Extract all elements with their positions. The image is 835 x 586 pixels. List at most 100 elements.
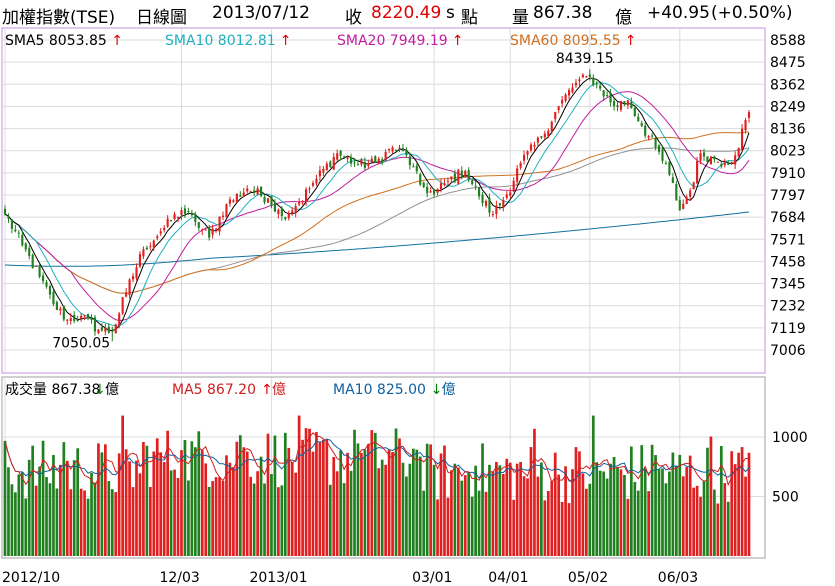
unit-s: s xyxy=(446,3,455,23)
candle-body xyxy=(516,168,519,182)
candle-body xyxy=(107,326,110,333)
volume-bar xyxy=(418,456,422,556)
volume-bar xyxy=(650,444,654,556)
volume-bar xyxy=(602,471,606,556)
candle-body xyxy=(457,169,460,184)
volume-bar xyxy=(543,500,547,556)
candle-body xyxy=(381,159,384,163)
candle-body xyxy=(204,229,207,231)
volume-bar xyxy=(422,490,426,556)
high-annotation: 8439.15 xyxy=(556,51,614,67)
candle-body xyxy=(31,254,34,269)
volume-bar xyxy=(315,432,318,556)
sma60-line xyxy=(4,131,750,294)
candle-body xyxy=(311,182,315,186)
volume-bar xyxy=(612,456,616,556)
candle-body xyxy=(699,153,702,161)
volume-bar xyxy=(505,458,509,556)
candle-body xyxy=(557,106,560,111)
volume-bar xyxy=(467,472,471,556)
candle-body xyxy=(80,315,83,319)
volume-legend-unit: 億 xyxy=(442,382,456,398)
volume-bar xyxy=(685,467,689,556)
candle-body xyxy=(356,164,360,166)
candle-body xyxy=(287,212,290,219)
candle-body xyxy=(536,137,539,143)
candle-body xyxy=(709,156,713,165)
candle-body xyxy=(426,186,429,194)
candle-body xyxy=(467,170,470,181)
x-tick-label: 03/01 xyxy=(412,570,452,586)
candle-body xyxy=(574,82,578,86)
candle-body xyxy=(529,144,533,151)
candle-body xyxy=(235,194,238,203)
candle-body xyxy=(675,184,678,201)
candle-body xyxy=(10,219,13,229)
candle-body xyxy=(304,189,308,202)
candle-body xyxy=(433,189,436,195)
candle-body xyxy=(253,190,256,193)
volume-bar xyxy=(498,465,502,556)
candle-body xyxy=(69,317,72,322)
candle-body xyxy=(291,210,294,214)
candle-body xyxy=(509,192,512,196)
candle-body xyxy=(540,136,543,138)
price-legend-sma60: SMA60 8095.55 xyxy=(510,33,621,49)
candle-body xyxy=(128,279,131,296)
candle-body xyxy=(208,227,211,238)
volume-bar xyxy=(429,444,432,556)
candle-body xyxy=(104,327,107,332)
change-value: +40.95 xyxy=(647,3,710,23)
volume-bar xyxy=(512,499,516,556)
volume-bar xyxy=(432,464,436,556)
y-tick-label: 7910 xyxy=(770,166,806,182)
candle-body xyxy=(647,136,650,138)
candle-body xyxy=(329,161,332,168)
volume-bar xyxy=(214,477,218,556)
candle-body xyxy=(612,101,616,107)
volume-bar xyxy=(218,477,221,556)
candle-body xyxy=(149,246,152,248)
candle-body xyxy=(585,76,588,78)
volume-bar xyxy=(169,470,173,556)
x-tick-label: 2012/10 xyxy=(2,570,60,586)
volume-bar xyxy=(702,480,706,556)
candle-body xyxy=(550,121,553,132)
candle-body xyxy=(163,227,166,231)
volume-bar xyxy=(190,441,194,556)
candle-body xyxy=(166,218,169,227)
volume-bar xyxy=(86,498,90,556)
volume-bar xyxy=(626,498,630,556)
candle-body xyxy=(602,90,605,97)
volume-bar xyxy=(110,489,114,556)
volume-bar xyxy=(460,480,464,556)
volume-bar xyxy=(439,453,443,556)
candle-body xyxy=(239,195,242,197)
candle-body xyxy=(332,156,335,170)
volume-bar xyxy=(180,450,183,556)
candle-body xyxy=(633,108,636,117)
volume-legend-unit: 億 xyxy=(272,382,286,398)
volume-bar xyxy=(346,452,349,556)
close-label: 收 xyxy=(345,8,362,28)
x-tick-label: 12/03 xyxy=(159,570,199,586)
candle-body xyxy=(747,112,751,118)
up-arrow-icon: ↑ xyxy=(261,382,273,398)
candle-body xyxy=(52,291,55,305)
volume-bar xyxy=(581,473,585,556)
index-name: 加權指數(TSE) xyxy=(2,8,116,28)
candle-body xyxy=(97,329,100,334)
volume-bar xyxy=(723,483,727,556)
volume-bar xyxy=(671,452,675,556)
candle-body xyxy=(7,215,10,219)
volume-bar xyxy=(377,468,381,556)
candle-body xyxy=(450,176,453,180)
volume-bar xyxy=(356,443,360,556)
volume-bar xyxy=(131,487,135,556)
volume-bar xyxy=(484,491,488,556)
volume-bar xyxy=(273,435,277,556)
candle-body xyxy=(14,229,17,232)
volume-bar xyxy=(52,454,55,556)
candle-body xyxy=(682,203,685,209)
volume-bar xyxy=(297,415,301,556)
